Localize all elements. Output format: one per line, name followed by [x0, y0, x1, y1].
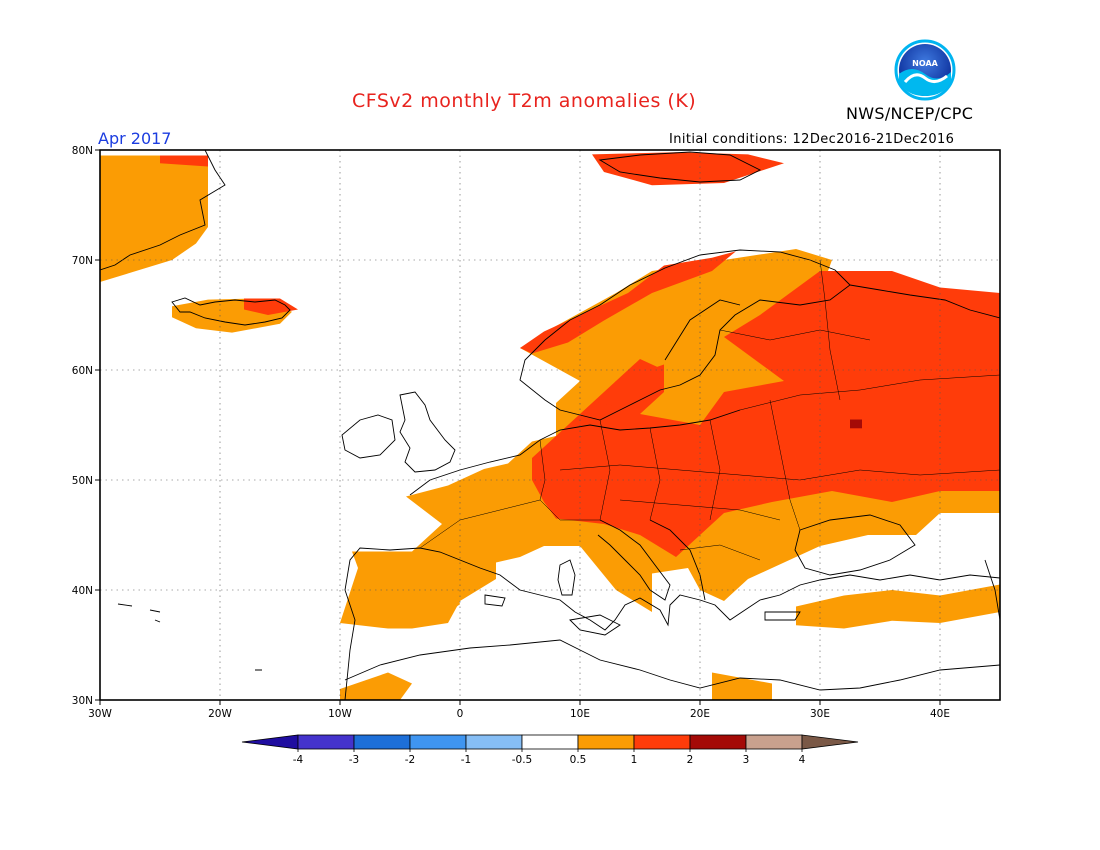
anomaly-region-11 [244, 298, 298, 315]
anomaly-region-4 [796, 584, 1000, 629]
initial-conditions-label: Initial conditions: 12Dec2016-21Dec2016 [669, 132, 955, 147]
colorbar-tick-label: -4 [293, 754, 304, 766]
lat-tick-label: 40N [72, 585, 93, 597]
anomaly-region-6 [712, 672, 772, 700]
lon-tick-label: 0 [457, 708, 464, 720]
lat-tick-label: 80N [72, 145, 93, 157]
noaa-logo-text: NOAA [912, 59, 938, 68]
anomaly-region-9 [532, 271, 1000, 557]
colorbar-tick-label: 4 [799, 754, 806, 766]
anomaly-region-3 [388, 584, 460, 621]
anomaly-region-0 [100, 155, 208, 282]
lon-tick-label: 30W [88, 708, 112, 720]
anomaly-region-5 [340, 672, 412, 700]
lon-tick-label: 20E [690, 708, 710, 720]
lon-tick-label: 40E [930, 708, 950, 720]
colorbar-swatch [353, 734, 411, 750]
colorbar-tick-label: 1 [631, 754, 638, 766]
colorbar-tick-label: -2 [405, 754, 415, 766]
lat-tick-label: 60N [72, 365, 93, 377]
colorbar-arrow-high [801, 734, 859, 750]
country-borders [419, 259, 1000, 561]
colorbar-swatch [689, 734, 747, 750]
lon-tick-label: 20W [208, 708, 232, 720]
colorbar-tick-label: -0.5 [512, 754, 533, 766]
coastlines [100, 150, 1000, 700]
lon-tick-label: 10E [570, 708, 590, 720]
colorbar-swatch [409, 734, 467, 750]
valid-month-label: Apr 2017 [98, 129, 172, 148]
map-title: CFSv2 monthly T2m anomalies (K) [352, 90, 697, 112]
lon-tick-label: 10W [328, 708, 352, 720]
agency-label: NWS/NCEP/CPC [846, 104, 974, 123]
colorbar-tick-label: 0.5 [570, 754, 587, 766]
colorbar-swatch [297, 734, 355, 750]
colorbar-swatch [577, 734, 635, 750]
colorbar-tick-label: -1 [461, 754, 471, 766]
colorbar-swatch [521, 734, 579, 750]
colorbar-tick-label: 3 [743, 754, 750, 766]
colorbar-swatch [745, 734, 803, 750]
map-frame [99, 149, 1001, 701]
colorbar: -4 -3 -2 -1 -0.5 0.5 1 2 3 4 [241, 734, 859, 766]
anomaly-region-12 [160, 155, 208, 167]
colorbar-tick-label: -3 [349, 754, 359, 766]
colorbar-tick-label: 2 [687, 754, 694, 766]
colorbar-arrow-low [241, 734, 299, 750]
graticule [100, 150, 1000, 700]
noaa-logo: NOAA [894, 39, 956, 101]
lon-tick-label: 30E [810, 708, 830, 720]
anomaly-region-8 [520, 251, 736, 354]
lat-tick-label: 70N [72, 255, 93, 267]
colorbar-swatch [633, 734, 691, 750]
anomaly-layer [100, 152, 1000, 700]
colorbar-swatch [465, 734, 523, 750]
lat-tick-label: 50N [72, 475, 93, 487]
anomaly-region-10 [598, 359, 664, 409]
anomaly-region-13 [850, 419, 862, 429]
anomaly-region-7 [592, 152, 784, 186]
lat-tick-label: 30N [72, 695, 93, 707]
